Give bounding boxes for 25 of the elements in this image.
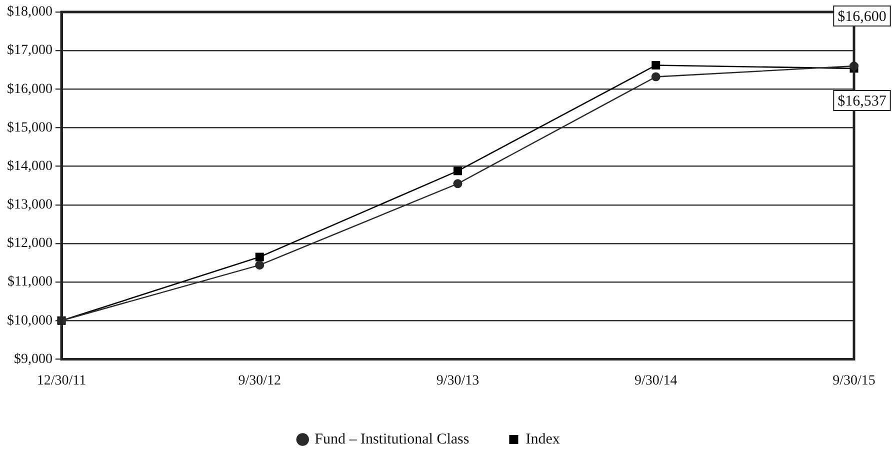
annotation: $16,537 (838, 93, 887, 110)
y-tick-label: $14,000 (7, 158, 52, 174)
y-tick-label: $9,000 (14, 352, 52, 367)
y-tick-label: $13,000 (7, 198, 52, 213)
point (255, 252, 264, 262)
y-tick-label: $16,000 (7, 82, 52, 97)
y-tick-label: $17,000 (7, 43, 52, 58)
point (651, 72, 660, 82)
point (652, 60, 660, 70)
y-tick-label: $10,000 (7, 313, 52, 328)
y-tick-label: $15,000 (7, 120, 52, 136)
y-tick-label: $12,000 (7, 236, 52, 252)
point (255, 260, 264, 270)
x-tick-label: 9/30/12 (238, 373, 282, 388)
point (454, 166, 462, 176)
y-tick-label: $18,000 (7, 4, 52, 20)
y-tick-label: $11,000 (8, 274, 52, 290)
x-tick-label: 9/30/13 (436, 373, 480, 388)
x-tick-label: 9/30/15 (832, 373, 876, 388)
point (453, 179, 462, 188)
x-tick-label: 12/30/11 (36, 373, 86, 388)
x-tick-label: 9/30/14 (634, 373, 678, 388)
annotation: $16,600 (838, 8, 886, 25)
legend-label: Index (526, 431, 560, 448)
legend-label: Fund – Institutional Class (314, 431, 470, 448)
